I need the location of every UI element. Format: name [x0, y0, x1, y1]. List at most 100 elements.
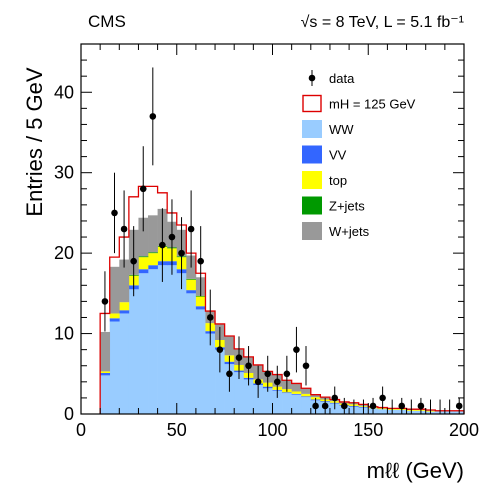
bar-ww-5: [148, 269, 158, 414]
bar-w-jets-21: [301, 388, 311, 394]
data-point-29: [379, 395, 386, 402]
x-tick-label: 150: [353, 420, 383, 440]
bar-w-jets-1: [110, 267, 120, 314]
bar-w-jets-5: [148, 215, 158, 252]
bar-w-jets-20: [292, 383, 302, 391]
bar-vv-19: [282, 392, 292, 393]
bar-top-20: [292, 391, 302, 393]
y-tick-label: 20: [54, 243, 74, 263]
bar-vv-0: [100, 373, 110, 375]
experiment-label: CMS: [88, 12, 126, 31]
legend-label-z-jets: Z+jets: [329, 199, 365, 214]
bar-top-0: [100, 371, 110, 373]
data-point-11: [207, 314, 214, 321]
data-point-33: [418, 403, 425, 410]
y-axis-title: Entries / 5 GeV: [22, 67, 47, 217]
bar-w-jets-0: [100, 332, 110, 371]
bar-ww-8: [177, 273, 187, 414]
energy-lumi-label: √s = 8 TeV, L = 5.1 fb⁻¹: [301, 14, 464, 31]
data-point-20: [293, 346, 300, 353]
data-point-3: [130, 258, 137, 265]
y-tick-label: 0: [64, 404, 74, 424]
data-point-5: [150, 113, 157, 120]
data-point-31: [398, 403, 405, 410]
data-point-17: [264, 370, 271, 377]
legend-label-top: top: [329, 173, 347, 188]
bar-ww-17: [263, 388, 273, 414]
data-point-18: [274, 379, 281, 386]
legend-swatch-top: [302, 171, 322, 189]
legend-swatch-mh-125-gev: [303, 96, 321, 112]
data-point-0: [102, 298, 109, 305]
bar-ww-4: [138, 273, 148, 414]
y-tick-label: 10: [54, 324, 74, 344]
x-axis-title: mℓℓ (GeV): [367, 458, 464, 483]
data-point-28: [370, 403, 377, 410]
data-point-2: [121, 226, 128, 233]
bar-vv-20: [292, 394, 302, 395]
bar-ww-9: [186, 293, 196, 414]
legend: data mH = 125 GeV WW VV top Z+jets W+jets: [302, 70, 416, 240]
bar-ww-1: [110, 322, 120, 415]
stacked-histogram: [100, 209, 464, 414]
bar-vv-4: [138, 269, 148, 273]
bar-vv-9: [186, 290, 196, 293]
legend-label-vv: VV: [329, 148, 347, 163]
data-point-10: [197, 258, 204, 265]
legend-swatch-z-jets: [302, 197, 322, 215]
bar-z-jets-4: [138, 256, 148, 257]
data-point-4: [140, 185, 147, 192]
data-point-16: [255, 379, 262, 386]
data-point-22: [312, 403, 319, 410]
bar-top-10: [196, 297, 206, 307]
bar-top-21: [301, 394, 311, 396]
bar-vv-2: [119, 310, 129, 313]
bar-ww-7: [167, 265, 177, 414]
legend-label-ww: WW: [329, 122, 354, 137]
data-point-15: [245, 362, 252, 369]
x-tick-label: 200: [449, 420, 479, 440]
bar-top-9: [186, 280, 196, 290]
data-point-24: [331, 395, 338, 402]
bar-ww-19: [282, 393, 292, 414]
bar-ww-10: [196, 309, 206, 414]
legend-swatch-w-jets: [302, 222, 322, 240]
data-point-25: [341, 403, 348, 410]
data-point-9: [188, 226, 195, 233]
bar-ww-0: [100, 375, 110, 414]
legend-label-mh-125-gev: mH = 125 GeV: [329, 97, 416, 112]
data-point-7: [169, 234, 176, 241]
data-point-12: [217, 346, 224, 353]
x-tick-label: 50: [167, 420, 187, 440]
legend-label-w-jets: W+jets: [329, 224, 370, 239]
x-tick-label: 0: [76, 420, 86, 440]
data-point-19: [284, 370, 291, 377]
data-point-6: [159, 242, 166, 249]
data-point-23: [322, 403, 329, 410]
bar-ww-21: [301, 397, 311, 414]
data-point-14: [236, 354, 243, 361]
bar-z-jets-5: [148, 252, 158, 253]
bar-ww-20: [292, 395, 302, 414]
bar-w-jets-13: [225, 336, 235, 355]
data-point-8: [178, 250, 185, 257]
bar-ww-6: [158, 265, 168, 414]
y-tick-label: 30: [54, 163, 74, 183]
bar-ww-2: [119, 313, 129, 414]
legend-swatch-vv: [302, 146, 322, 164]
data-point-13: [226, 370, 233, 377]
bar-vv-10: [196, 306, 206, 309]
bar-vv-1: [110, 318, 120, 321]
bar-vv-5: [148, 265, 158, 269]
data-point-21: [303, 362, 310, 369]
data-point-37: [456, 403, 463, 410]
bar-top-4: [138, 257, 148, 269]
bar-top-2: [119, 302, 129, 310]
y-tick-label: 40: [54, 82, 74, 102]
x-tick-label: 100: [257, 420, 287, 440]
bar-vv-21: [301, 396, 311, 397]
bar-ww-11: [205, 334, 215, 414]
legend-marker-data: [309, 75, 316, 82]
data-point-1: [111, 210, 118, 217]
